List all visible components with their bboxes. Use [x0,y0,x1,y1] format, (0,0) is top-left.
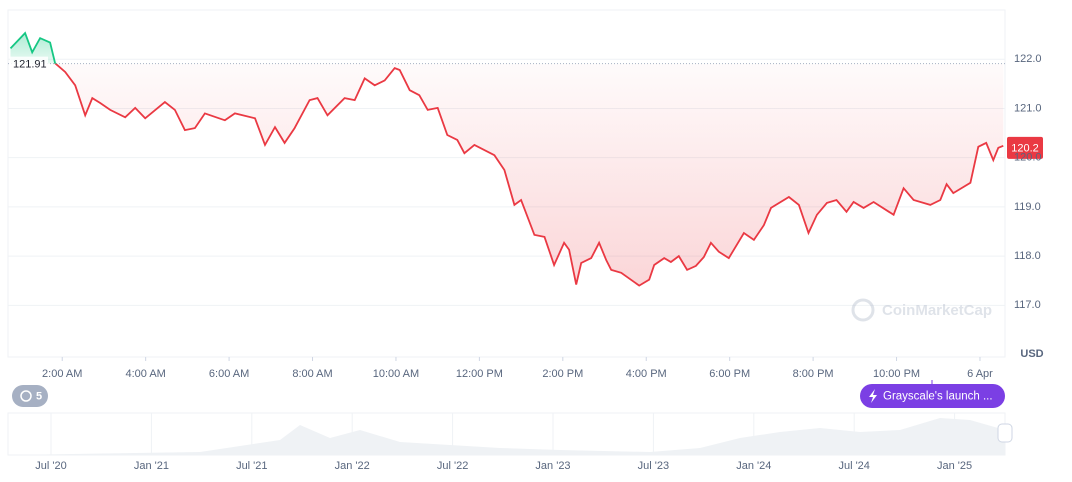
y-tick-label: 122.0 [1014,53,1042,65]
plot-frame [7,9,1006,358]
navigator-label: Jul '21 [236,460,267,472]
current-price-tag [1007,136,1043,159]
y-tick-label: 119.0 [1014,201,1041,213]
x-tick-label: 10:00 PM [873,368,920,380]
x-tick-label: 8:00 AM [292,368,332,380]
x-tick-label: 6 Apr [967,368,993,380]
events-count: 5 [36,390,42,402]
navigator-label: Jan '22 [335,460,370,472]
navigator-label: Jul '23 [638,460,669,472]
x-tick-label: 4:00 AM [125,368,165,380]
events-badge[interactable]: 5 [12,385,48,407]
navigator-label: Jul '22 [437,460,468,472]
watermark: CoinMarketCap [851,298,992,322]
event-text: Grayscale's launch ... [883,391,993,403]
current-price-label: 120.2 [1011,143,1039,155]
y-tick-label: 117.0 [1014,299,1041,311]
navigator-label: Jan '23 [535,460,570,472]
event-badge[interactable]: Grayscale's launch ... [860,384,1005,408]
navigator-label: Jul '24 [838,460,869,472]
y-tick-label: 121.0 [1014,102,1042,114]
unit-label: USD [1020,348,1043,360]
watermark-text: CoinMarketCap [882,302,992,319]
x-tick-label: 4:00 PM [626,368,667,380]
navigator-label: Jan '25 [937,460,972,472]
y-tick-label: 120.0 [1014,152,1042,164]
x-tick-label: 2:00 PM [542,368,583,380]
x-tick-label: 6:00 PM [709,368,750,380]
baseline-label-bg [10,56,48,71]
area-down [55,63,1004,286]
baseline-label: 121.91 [13,59,47,71]
navigator-label: Jan '24 [736,460,771,472]
navigator: Jul '20 Jan '21 Jul '21 Jan '22 Jul '22 Jan '… [35,413,972,472]
plot: 121.91 120.2 [8,31,1043,287]
x-tick-label: 6:00 AM [209,368,249,380]
x-tick-label: 8:00 PM [793,368,834,380]
navigator-area [8,418,1005,455]
price-line-down [54,63,1004,287]
navigator-label: Jul '20 [35,460,66,472]
navigator-label: Jan '21 [134,460,169,472]
x-tick-label: 12:00 PM [456,368,503,380]
x-tick-label: 10:00 AM [373,368,419,380]
x-tick-label: 2:00 AM [42,368,82,380]
y-tick-label: 118.0 [1014,250,1041,262]
navigator-handle[interactable] [997,423,1013,443]
